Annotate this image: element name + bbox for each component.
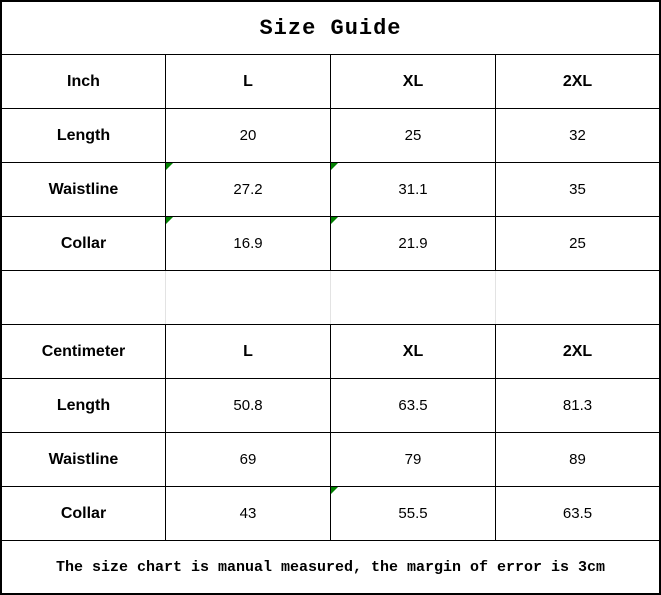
cell-value: 50.8 [233,397,263,414]
spacer-row [2,271,659,325]
title-row: Size Guide [2,2,659,55]
footer-note: The size chart is manual measured, the m… [55,558,606,576]
inch-header-size-2xl: 2XL [496,55,659,108]
row-label: Length [56,396,111,414]
cm-header-size-l: L [166,325,331,378]
cell-value: 25 [404,127,422,144]
cell-inch-length-l: 20 [166,109,331,162]
flag-triangle-icon [166,163,173,170]
cm-collar-row: Collar 43 55.5 63.5 [2,487,659,541]
inch-waistline-row: Waistline 27.2 31.1 35 [2,163,659,217]
cell-value: 32 [569,127,586,144]
size-label: 2XL [562,342,593,360]
cell-inch-collar-2xl: 25 [496,217,659,270]
size-label: L [243,72,253,90]
cell-cm-length-l: 50.8 [166,379,331,432]
cell-value: 63.5 [398,397,428,414]
cell-cm-waistline-2xl: 89 [496,433,659,486]
inch-length-row: Length 20 25 32 [2,109,659,163]
inch-header-size-xl: XL [331,55,496,108]
cell-value: 55.5 [398,505,428,522]
cell-inch-length-xl: 25 [331,109,496,162]
cell-value: 35 [569,181,586,198]
cell-value: 69 [239,451,257,468]
size-label: 2XL [562,72,593,90]
cm-header-unit: Centimeter [2,325,166,378]
cell-cm-collar-xl: 55.5 [331,487,496,540]
cell-value: 81.3 [562,397,593,414]
cell-value: 16.9 [233,235,263,252]
flag-triangle-icon [331,217,338,224]
row-label-cell: Length [2,109,166,162]
cell-cm-waistline-l: 69 [166,433,331,486]
cell-value: 27.2 [233,181,263,198]
cell-cm-waistline-xl: 79 [331,433,496,486]
size-label: XL [402,72,424,90]
row-label: Length [56,126,111,144]
cm-length-row: Length 50.8 63.5 81.3 [2,379,659,433]
cell-value: 20 [239,127,257,144]
cell-value: 89 [569,451,586,468]
cm-header-size-2xl: 2XL [496,325,659,378]
row-label: Waistline [48,180,119,198]
flag-triangle-icon [331,163,338,170]
flag-triangle-icon [166,217,173,224]
cell-inch-waistline-2xl: 35 [496,163,659,216]
row-label-cell: Waistline [2,163,166,216]
footer-row: The size chart is manual measured, the m… [2,541,659,593]
cell-value: 21.9 [398,235,428,252]
size-label: L [243,342,253,360]
empty-cell [166,271,331,324]
cell-cm-length-2xl: 81.3 [496,379,659,432]
empty-cell [496,271,659,324]
cell-value: 25 [569,235,586,252]
cell-inch-collar-xl: 21.9 [331,217,496,270]
row-label-cell: Waistline [2,433,166,486]
cell-value: 63.5 [562,505,593,522]
cell-cm-collar-2xl: 63.5 [496,487,659,540]
cell-inch-length-2xl: 32 [496,109,659,162]
row-label-cell: Collar [2,487,166,540]
unit-label: Centimeter [41,342,126,360]
cm-header-size-xl: XL [331,325,496,378]
inch-header-size-l: L [166,55,331,108]
row-label: Collar [60,234,107,252]
row-label-cell: Length [2,379,166,432]
row-label: Collar [60,504,107,522]
inch-header-unit: Inch [2,55,166,108]
inch-collar-row: Collar 16.9 21.9 25 [2,217,659,271]
cell-cm-length-xl: 63.5 [331,379,496,432]
row-label: Waistline [48,450,119,468]
flag-triangle-icon [331,487,338,494]
cell-inch-waistline-xl: 31.1 [331,163,496,216]
row-label-cell: Collar [2,217,166,270]
page-title: Size Guide [259,15,402,41]
cell-value: 31.1 [398,181,428,198]
cell-value: 79 [404,451,422,468]
cm-waistline-row: Waistline 69 79 89 [2,433,659,487]
inch-header-row: Inch L XL 2XL [2,55,659,109]
cell-cm-collar-l: 43 [166,487,331,540]
size-label: XL [402,342,424,360]
cm-header-row: Centimeter L XL 2XL [2,325,659,379]
empty-cell [2,271,166,324]
unit-label: Inch [67,72,100,90]
cell-value: 43 [239,505,257,522]
cell-inch-waistline-l: 27.2 [166,163,331,216]
empty-cell [331,271,496,324]
cell-inch-collar-l: 16.9 [166,217,331,270]
